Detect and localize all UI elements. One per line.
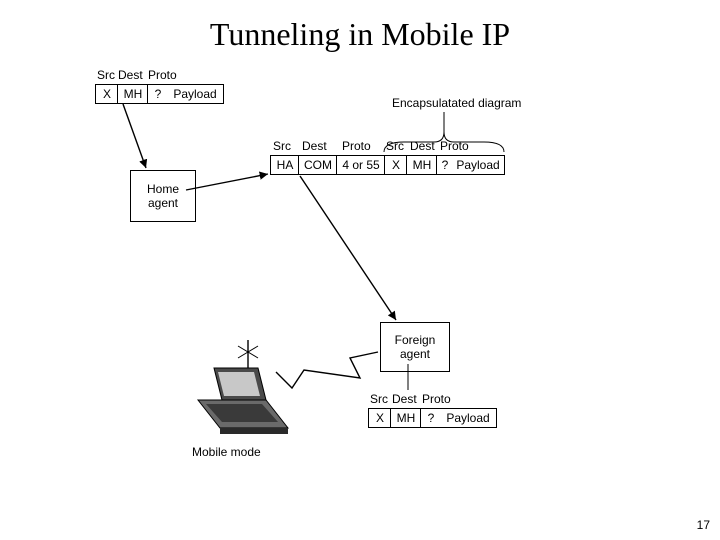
p3-c2: ? [420, 408, 442, 428]
p2-hdr-src: Src [273, 139, 291, 153]
p2-c6: Payload [452, 155, 505, 175]
p2-c1: COM [298, 155, 338, 175]
arrow-home-p2 [186, 174, 268, 190]
p1-c1: MH [117, 84, 149, 104]
p3-hdr-dest: Dest [392, 392, 417, 406]
p2-c0: HA [270, 155, 300, 175]
p3-c3: Payload [440, 408, 497, 428]
p1-hdr-dest: Dest [118, 68, 143, 82]
p3-hdr-proto: Proto [422, 392, 451, 406]
p3-hdr-src: Src [370, 392, 388, 406]
p1-hdr-proto: Proto [148, 68, 177, 82]
p1-c3: Payload [167, 84, 224, 104]
p1-c2: ? [147, 84, 169, 104]
p2-c2: 4 or 55 [336, 155, 386, 175]
p2-c4: MH [406, 155, 438, 175]
home-agent-text: Home agent [147, 182, 179, 210]
foreign-agent-box: Foreign agent [380, 322, 450, 372]
laptop-icon [198, 340, 288, 434]
arrow-p2-foreign [300, 176, 396, 320]
page-number: 17 [697, 518, 710, 532]
p2-hdr-dest: Dest [302, 139, 327, 153]
p3-c0: X [368, 408, 392, 428]
foreign-agent-text: Foreign agent [395, 333, 436, 361]
p3-c1: MH [390, 408, 422, 428]
p2-hdr-proto2: Proto [440, 139, 469, 153]
p2-c3: X [384, 155, 408, 175]
p2-hdr-dest2: Dest [410, 139, 435, 153]
p2-hdr-proto: Proto [342, 139, 371, 153]
home-agent-box: Home agent [130, 170, 196, 222]
page-title: Tunneling in Mobile IP [0, 16, 720, 53]
arrow-p1-home [123, 104, 146, 168]
encapsulated-label: Encapsulatated diagram [392, 96, 521, 110]
p1-hdr-src: Src [97, 68, 115, 82]
p2-hdr-src2: Src [386, 139, 404, 153]
p1-c0: X [95, 84, 119, 104]
mobile-label: Mobile mode [192, 445, 261, 459]
zigzag-wireless [276, 352, 378, 388]
